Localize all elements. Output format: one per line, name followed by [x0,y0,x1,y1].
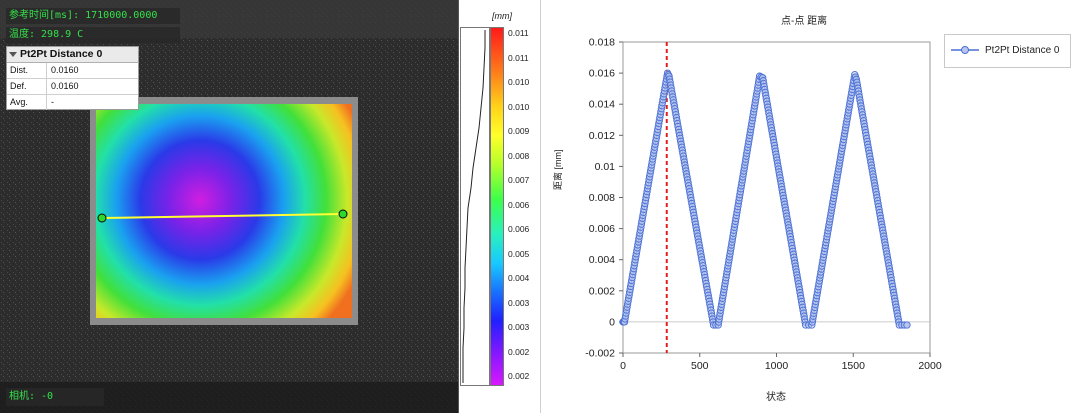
colorbar-tick-label: 0.004 [508,273,530,283]
colorbar-tick-label: 0.006 [508,199,530,210]
y-tick-label: 0.016 [589,68,615,80]
y-tick-label: 0.012 [589,130,615,142]
x-tick-label: 1500 [842,360,866,372]
x-tick-label: 1000 [765,360,789,372]
distance-plot[interactable]: 0.018 0.016 0.014 0.012 0.01 0.008 0.006 0.004 0… [541,0,1080,413]
colorbar-tick-label: 0.005 [508,248,530,259]
colorbar-tick-label: 0.002 [508,346,530,357]
colorbar-tick-label: 0.006 [508,224,530,234]
row-value: 0.0160 [51,65,79,75]
y-tick-label: 0.018 [589,37,615,49]
x-axis-label: 状态 [766,392,786,403]
y-tick-label: 0.008 [589,192,615,204]
panel-row-dist: Dist. 0.0160 [7,63,138,79]
y-tick-label: 0.002 [589,285,615,297]
colorbar-tick-label: 0.011 [508,28,529,38]
chart-legend: Pt2Pt Distance 0 [944,34,1071,68]
row-value: - [51,97,54,107]
temperature-readout: 温度: 298.9 C [6,27,180,43]
panel-title: Pt2Pt Distance 0 [20,48,103,60]
colorbar-tick-label: 0.003 [508,322,530,332]
row-key: Def. [7,79,47,94]
chart-pane: 点-点 距离 距离 [mm] 状态 0.018 0.016 0.014 0.012 0.… [541,0,1080,413]
legend-marker-icon [951,46,979,54]
colorbar [490,27,504,386]
pane-divider[interactable] [540,0,541,413]
colorbar-tick-label: 0.011 [508,52,529,63]
panel-row-def: Def. 0.0160 [7,79,138,95]
image-viewer[interactable]: 参考时间[ms]: 1710000.0000 温度: 298.9 C 相机: -… [0,0,459,413]
specimen-image [0,0,458,413]
colorbar-tick-label: 0.008 [508,150,530,161]
collapse-triangle-icon[interactable] [9,51,17,57]
y-tick-label: -0.002 [585,348,615,360]
reference-time-readout: 参考时间[ms]: 1710000.0000 [6,8,180,24]
colorbar-unit: [mm] [492,11,512,21]
colorbar-tick-label: 0.010 [508,101,530,112]
measure-point-b [338,209,348,219]
data-point [903,321,911,329]
row-key: Avg. [7,95,47,110]
x-tick-label: 2000 [918,360,942,372]
y-tick-label: 0.014 [589,99,615,111]
measurement-panel[interactable]: Pt2Pt Distance 0 Dist. 0.0160 Def. 0.016… [6,46,139,110]
chart-title: 点-点 距离 [781,16,828,27]
y-tick-label: 0.004 [589,254,615,266]
colorbar-tick-label: 0.009 [508,126,530,136]
colorbar-tick-label: 0.007 [508,175,530,185]
measure-point-a [97,213,107,223]
row-key: Dist. [7,63,47,78]
camera-readout: 相机: -0 [6,388,104,406]
x-tick-label: 0 [620,360,626,372]
colorbar-tick-label: 0.002 [508,371,530,381]
measure-line [101,213,344,219]
y-tick-label: 0 [609,316,615,328]
line-profile-plot [460,27,490,386]
panel-row-avg: Avg. - [7,95,138,110]
panel-header[interactable]: Pt2Pt Distance 0 [7,47,138,63]
colorbar-tick-label: 0.003 [508,297,530,308]
row-value: 0.0160 [51,81,79,91]
colorbar-tick-label: 0.010 [508,77,530,87]
y-tick-label: 0.006 [589,223,615,235]
legend-label: Pt2Pt Distance 0 [985,45,1060,56]
strain-heatmap [96,104,352,318]
y-tick-label: 0.01 [595,161,616,173]
x-tick-label: 500 [691,360,709,372]
